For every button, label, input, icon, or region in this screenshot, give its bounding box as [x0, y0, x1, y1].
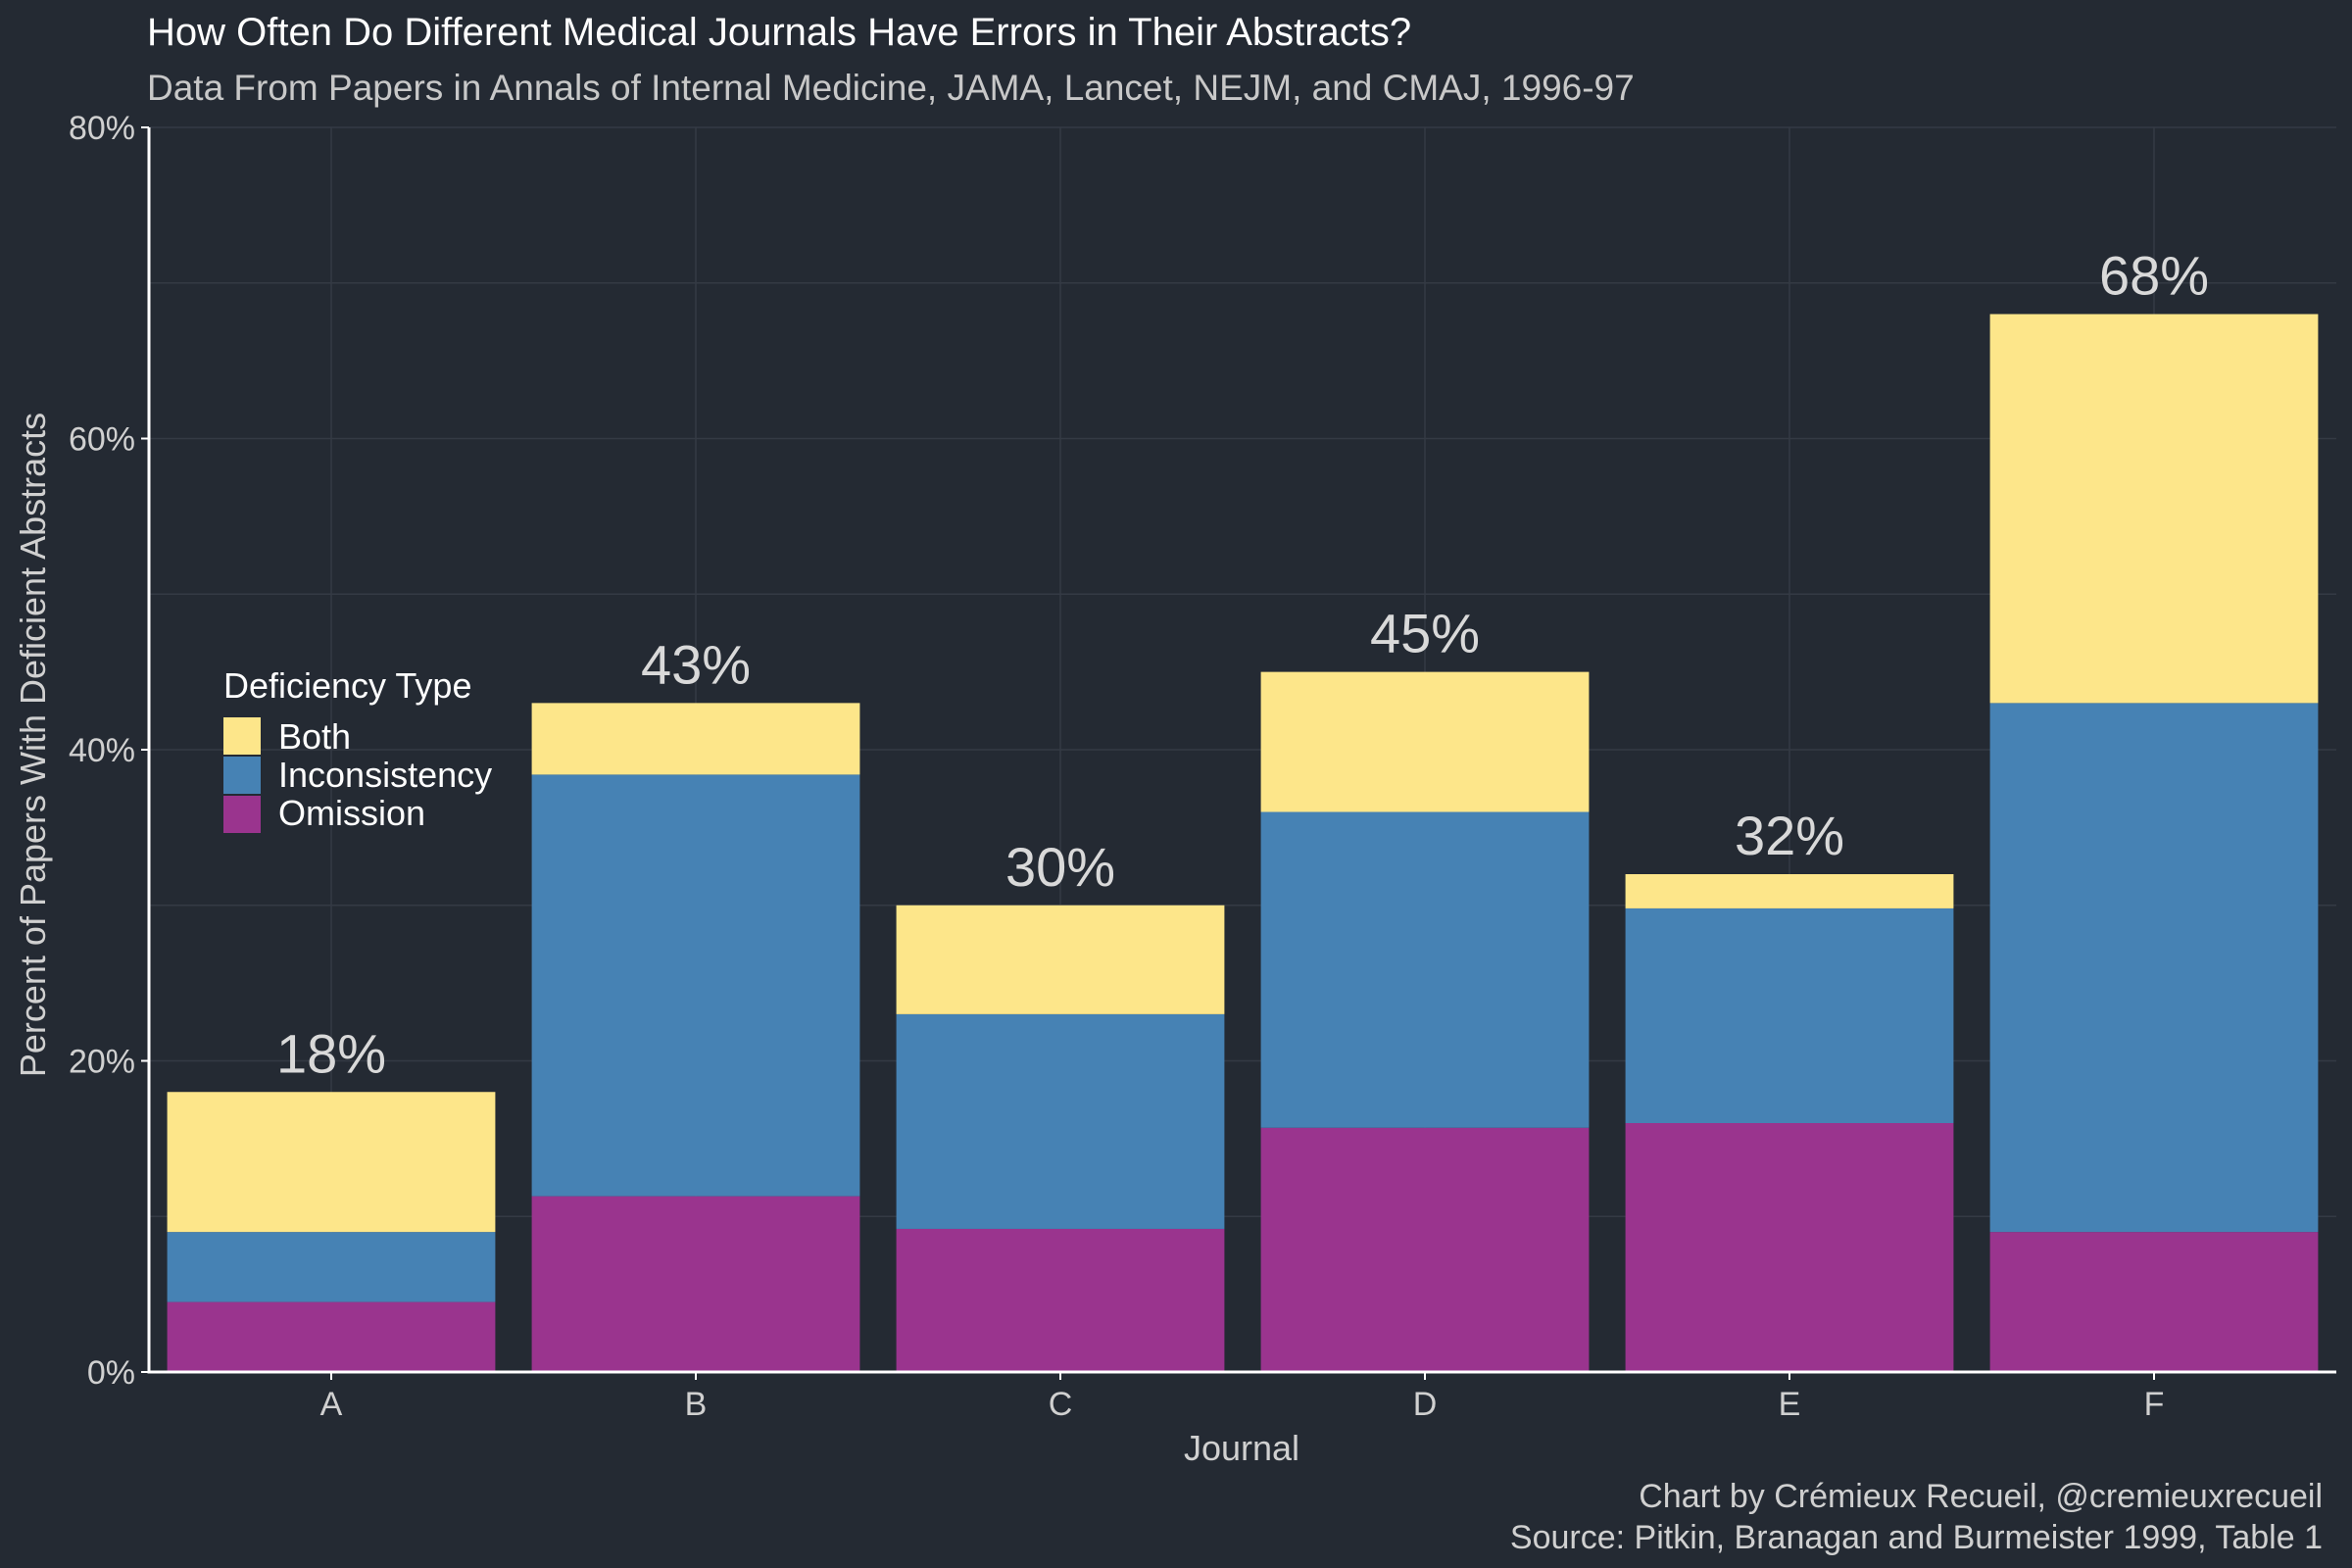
- bar-both-c: [896, 905, 1225, 1014]
- bar-omission-d: [1260, 1127, 1590, 1372]
- total-label-c: 30%: [1005, 836, 1115, 898]
- bar-inconsistency-d: [1260, 811, 1590, 1128]
- bar-both-e: [1625, 874, 1954, 908]
- chart-title: How Often Do Different Medical Journals …: [147, 11, 1411, 54]
- bars-layer: [167, 314, 2319, 1372]
- bar-omission-c: [896, 1228, 1225, 1372]
- bar-both-f: [1989, 314, 2319, 704]
- axes-layer: 0% 20% 40% 60% 80% A B C D E F: [69, 110, 2336, 1423]
- bar-inconsistency-f: [1989, 703, 2319, 1233]
- totals-layer: 18% 43% 30% 45% 32% 68%: [276, 245, 2209, 1085]
- x-tick-label: D: [1413, 1386, 1438, 1423]
- bar-omission-b: [531, 1196, 860, 1372]
- total-label-d: 45%: [1370, 603, 1480, 664]
- bar-omission-f: [1989, 1232, 2319, 1372]
- y-tick-label: 60%: [69, 421, 135, 459]
- legend-label-inconsistency: Inconsistency: [278, 755, 492, 795]
- y-tick-label: 0%: [87, 1354, 135, 1392]
- chart-subtitle: Data From Papers in Annals of Internal M…: [147, 68, 1635, 108]
- bar-inconsistency-a: [167, 1232, 496, 1302]
- x-tick-label: C: [1049, 1386, 1073, 1423]
- caption-source: Source: Pitkin, Branagan and Burmeister …: [1510, 1519, 2323, 1556]
- legend: Deficiency Type Both Inconsistency Omiss…: [223, 665, 492, 833]
- total-label-e: 32%: [1735, 805, 1844, 866]
- legend-swatch-inconsistency: [223, 757, 261, 794]
- legend-label-both: Both: [278, 716, 351, 757]
- total-label-f: 68%: [2099, 245, 2209, 307]
- x-axis-title: Journal: [1184, 1428, 1299, 1468]
- bar-both-a: [167, 1092, 496, 1233]
- total-label-b: 43%: [641, 633, 751, 695]
- caption-credit: Chart by Crémieux Recueil, @cremieuxrecu…: [1639, 1478, 2323, 1515]
- bar-omission-a: [167, 1301, 496, 1372]
- bar-inconsistency-c: [896, 1013, 1225, 1229]
- bar-both-b: [531, 703, 860, 775]
- bar-inconsistency-b: [531, 774, 860, 1197]
- y-tick-label: 40%: [69, 732, 135, 769]
- total-label-a: 18%: [276, 1022, 386, 1084]
- legend-title: Deficiency Type: [223, 665, 471, 706]
- x-tick-label: E: [1779, 1386, 1801, 1423]
- x-tick-label: F: [2144, 1386, 2165, 1423]
- legend-swatch-both: [223, 717, 261, 755]
- x-tick-label: A: [320, 1386, 343, 1423]
- legend-swatch-omission: [223, 796, 261, 833]
- bar-omission-e: [1625, 1123, 1954, 1372]
- bar-both-d: [1260, 671, 1590, 812]
- legend-label-omission: Omission: [278, 793, 425, 833]
- y-axis-title: Percent of Papers With Deficient Abstrac…: [13, 413, 53, 1077]
- bar-inconsistency-e: [1625, 907, 1954, 1123]
- x-tick-label: B: [685, 1386, 708, 1423]
- y-tick-label: 80%: [69, 110, 135, 147]
- y-tick-label: 20%: [69, 1044, 135, 1081]
